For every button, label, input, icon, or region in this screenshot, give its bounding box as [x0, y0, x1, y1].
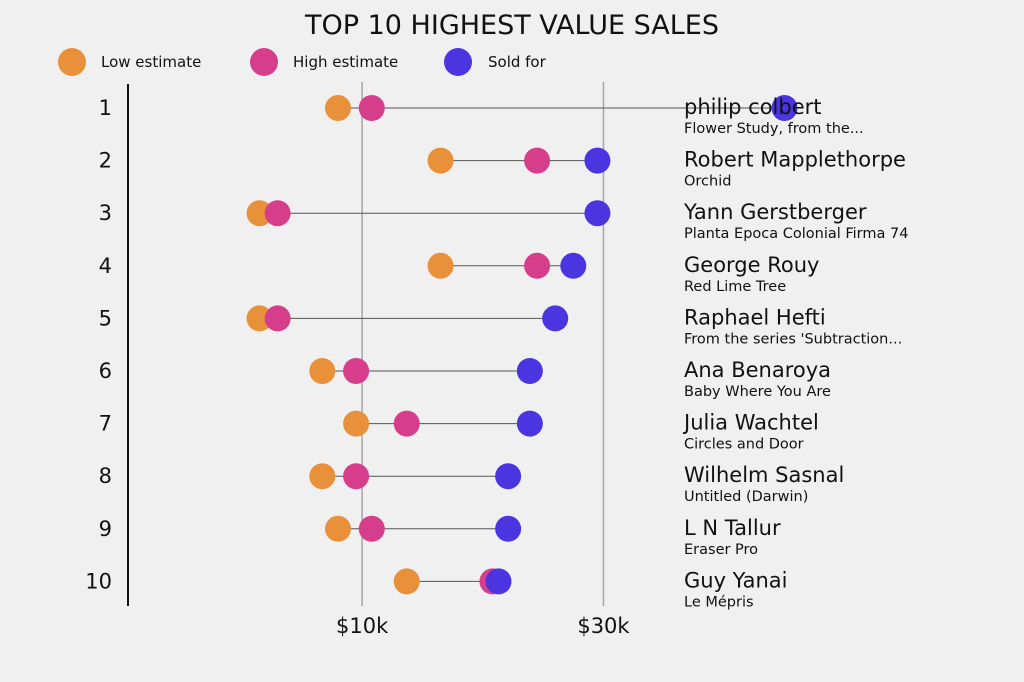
artist-name: Robert Mapplethorpe — [684, 148, 906, 172]
dot-sold — [542, 305, 569, 332]
x-tick-label: $10k — [336, 614, 389, 638]
dot-high — [264, 305, 291, 332]
dot-low — [246, 305, 273, 332]
dot-low — [343, 410, 370, 437]
dot-high — [358, 515, 385, 542]
dot-high — [393, 410, 420, 437]
artist-name: Guy Yanai — [684, 568, 788, 592]
chart-row: 6 Ana Benaroya Baby Where You Are — [99, 358, 831, 400]
chart-row: 10 Guy Yanai Le Mépris — [85, 568, 788, 610]
artist-name: Ana Benaroya — [684, 358, 831, 382]
chart-row: 2 Robert Mapplethorpe Orchid — [99, 147, 906, 190]
artist-name: Julia Wachtel — [682, 411, 819, 435]
chart-row: 9 L N Tallur Eraser Pro — [99, 515, 781, 558]
legend-label-high: High estimate — [293, 53, 398, 71]
legend-marker-low — [58, 48, 86, 76]
legend-label-low: Low estimate — [101, 53, 201, 71]
rank-label: 1 — [99, 96, 112, 120]
artwork-title: Eraser Pro — [684, 542, 758, 558]
artwork-title: Orchid — [684, 174, 731, 190]
artwork-title: Circles and Door — [684, 437, 804, 453]
rank-label: 7 — [99, 412, 112, 436]
chart-row: 8 Wilhelm Sasnal Untitled (Darwin) — [99, 463, 844, 505]
artist-name: L N Tallur — [684, 516, 781, 540]
chart-title: TOP 10 HIGHEST VALUE SALES — [304, 10, 719, 41]
dot-sold — [560, 252, 587, 279]
artist-name: Yann Gerstberger — [683, 200, 867, 224]
x-axis-ticks: $10k $30k — [336, 614, 630, 638]
legend: Low estimate High estimate Sold for — [58, 48, 547, 76]
artist-name: Raphael Hefti — [684, 305, 826, 329]
dot-sold — [485, 568, 512, 595]
artwork-title: Untitled (Darwin) — [684, 489, 808, 505]
dot-sold — [516, 410, 543, 437]
artwork-title: Red Lime Tree — [684, 279, 786, 295]
chart-rows: 1 philip colbert Flower Study, from the...… — [85, 95, 908, 610]
dot-sold — [584, 147, 611, 174]
chart-row: 7 Julia Wachtel Circles and Door — [99, 410, 819, 453]
dot-high — [343, 463, 370, 490]
dot-sold — [771, 95, 798, 121]
dot-sold — [495, 515, 522, 542]
artist-name: George Rouy — [684, 253, 819, 277]
rank-label: 6 — [99, 359, 112, 383]
dot-low — [309, 358, 336, 384]
dot-low — [324, 95, 351, 121]
artwork-title: Baby Where You Are — [684, 384, 831, 400]
rank-label: 8 — [99, 464, 112, 488]
dot-low — [309, 463, 336, 490]
dot-sold — [495, 463, 522, 490]
rank-label: 5 — [99, 306, 112, 330]
artist-name: philip colbert — [684, 95, 822, 119]
rank-label: 4 — [99, 254, 112, 278]
artwork-title: From the series 'Subtraction... — [684, 331, 902, 347]
dot-sold — [516, 358, 543, 384]
chart-row: 4 George Rouy Red Lime Tree — [99, 252, 819, 295]
rank-label: 9 — [99, 517, 112, 541]
dot-low — [246, 200, 273, 227]
legend-label-sold: Sold for — [488, 53, 547, 71]
dot-low — [427, 252, 454, 279]
dot-low — [324, 515, 351, 542]
rank-label: 10 — [85, 569, 112, 593]
legend-marker-high — [250, 48, 278, 76]
chart-row: 1 philip colbert Flower Study, from the... — [99, 95, 864, 137]
dot-sold — [584, 200, 611, 227]
legend-marker-sold — [444, 48, 472, 76]
artist-name: Wilhelm Sasnal — [684, 463, 844, 487]
dot-high — [524, 147, 551, 174]
rank-label: 3 — [99, 201, 112, 225]
dot-high — [358, 95, 385, 121]
artwork-title: Planta Epoca Colonial Firma 74 — [684, 226, 908, 242]
artwork-title: Flower Study, from the... — [684, 121, 864, 137]
dot-low — [393, 568, 420, 595]
chart-row: 5 Raphael Hefti From the series 'Subtracti… — [99, 305, 902, 347]
dot-high — [264, 200, 291, 227]
dot-high — [343, 358, 370, 384]
rank-label: 2 — [99, 149, 112, 173]
artwork-title: Le Mépris — [684, 594, 754, 610]
dot-high — [524, 252, 551, 279]
chart-row: 3 Yann Gerstberger Planta Epoca Colonial F… — [99, 200, 908, 242]
dot-low — [427, 147, 454, 174]
x-tick-label: $30k — [577, 614, 630, 638]
